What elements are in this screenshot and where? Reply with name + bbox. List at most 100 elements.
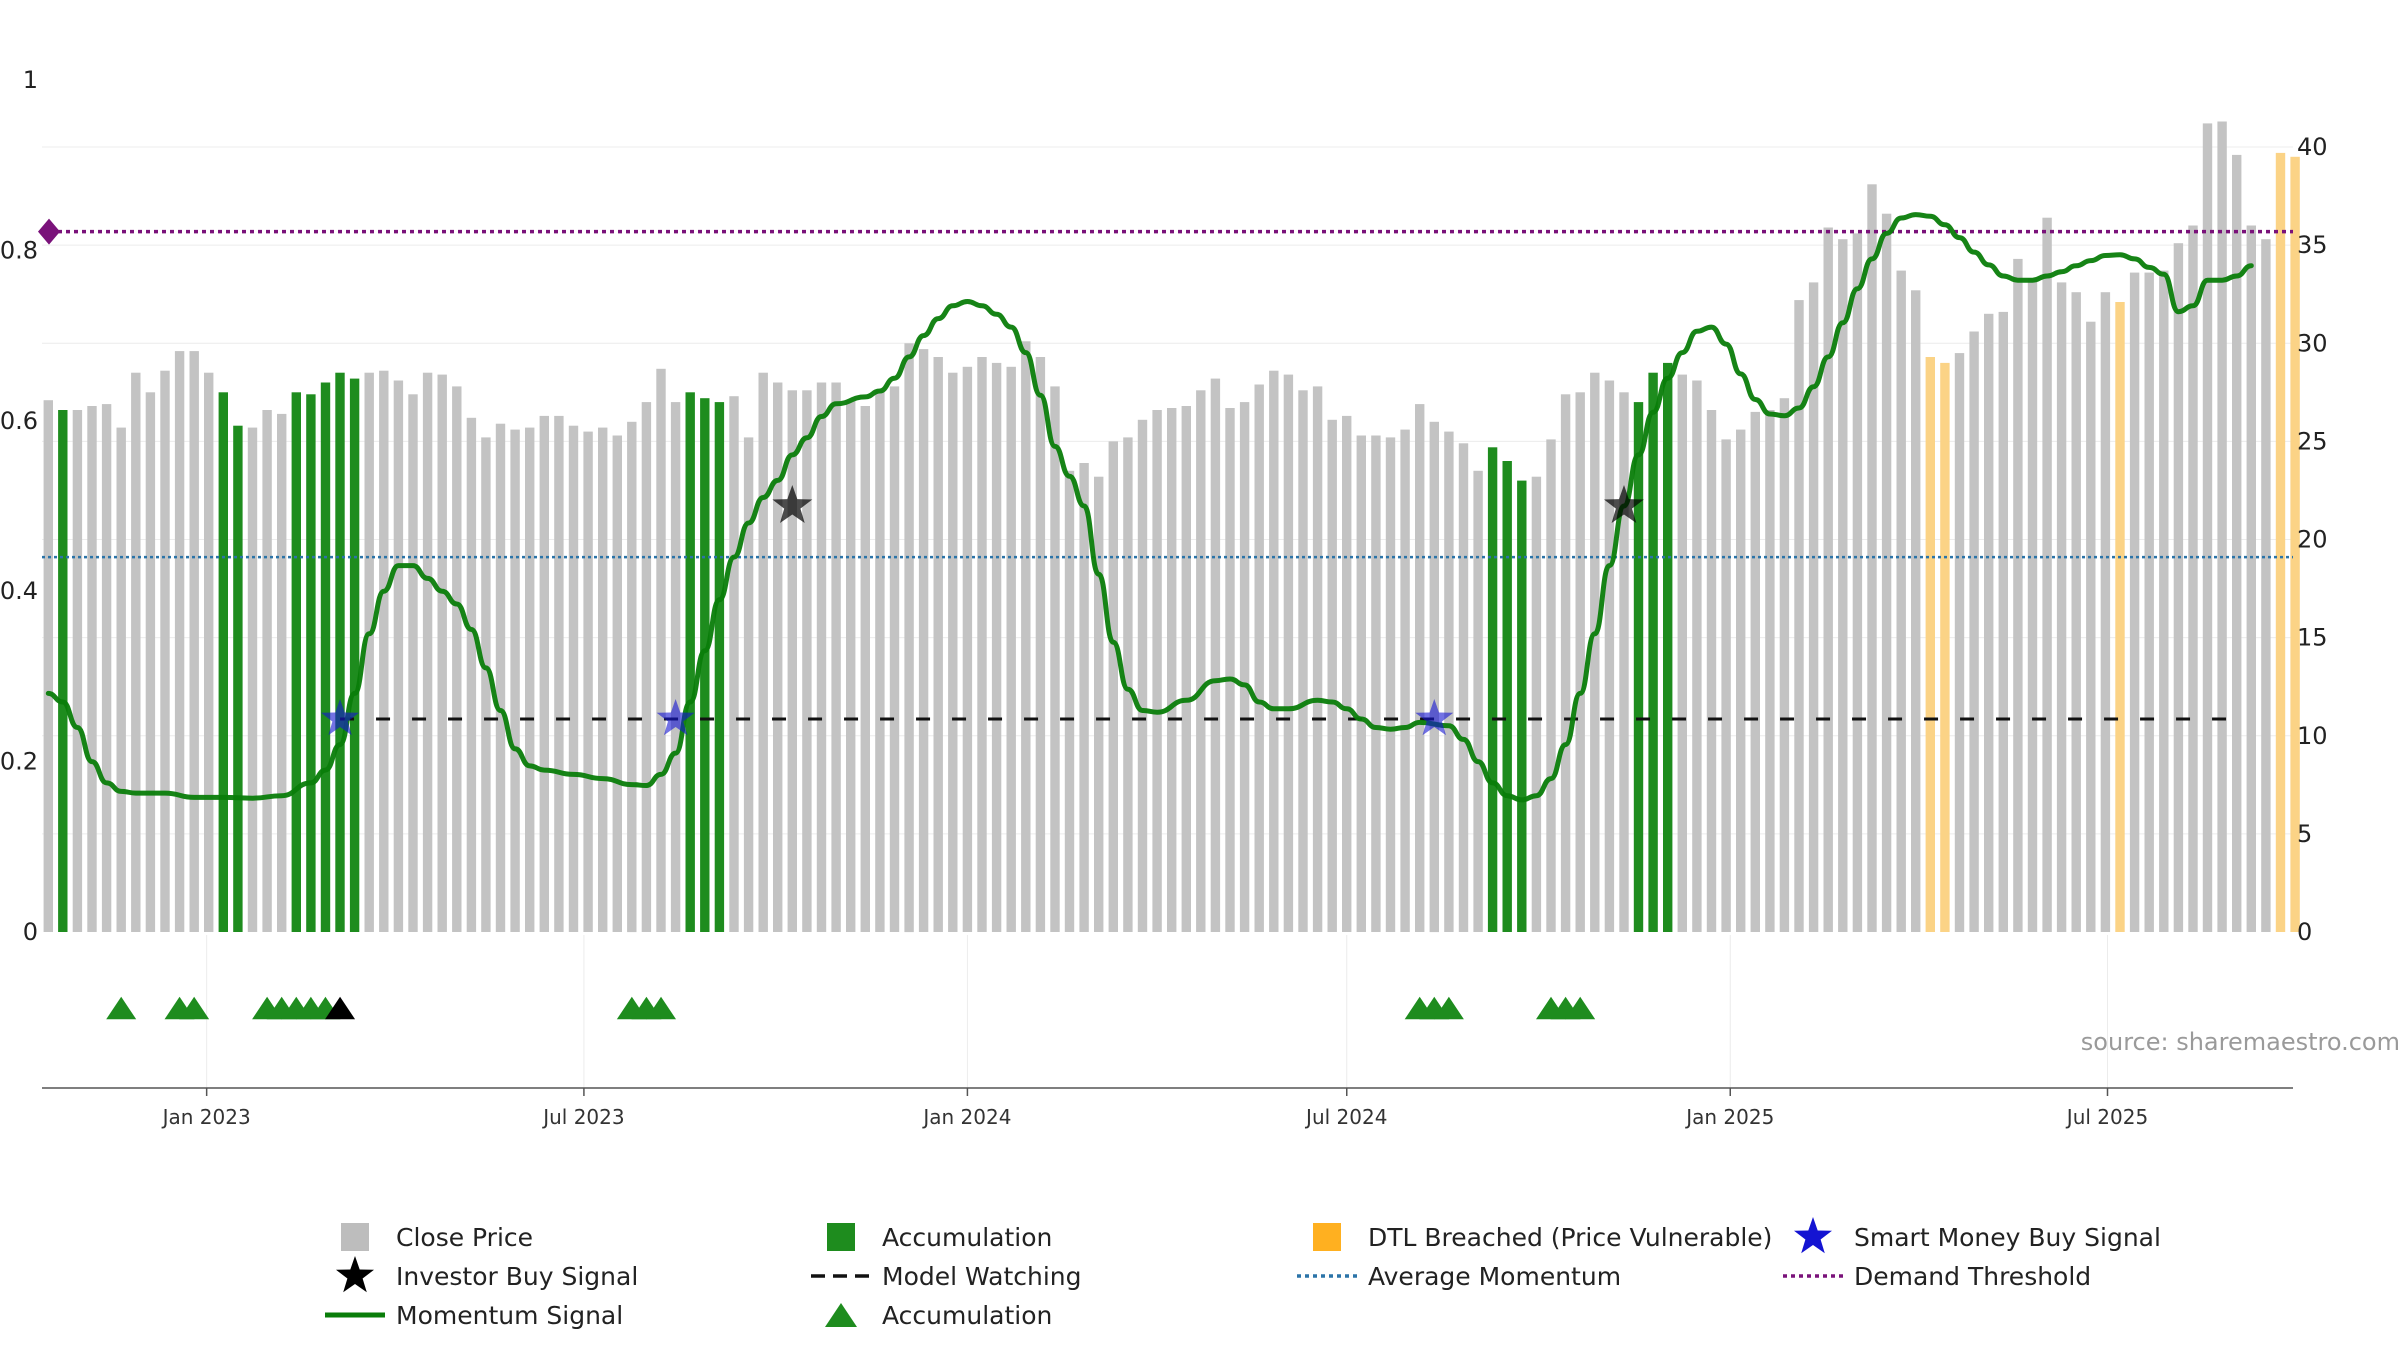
price-bar <box>218 392 228 932</box>
price-bar <box>1838 239 1848 932</box>
price-bar <box>1546 439 1556 932</box>
price-bar <box>481 437 491 932</box>
left-tick-label: 0.2 <box>0 748 38 776</box>
price-bar <box>43 400 53 932</box>
price-bar <box>233 425 243 932</box>
price-bar <box>2013 258 2023 932</box>
price-bar <box>1896 270 1906 933</box>
price-bar <box>2246 225 2256 932</box>
left-tick-label: 0 <box>23 918 38 946</box>
legend-label: Accumulation <box>882 1301 1052 1330</box>
price-bar <box>1283 374 1294 933</box>
legend: Close Price Accumulation DTL Breached (Pri… <box>325 1217 2161 1330</box>
price-bar <box>1108 441 1118 932</box>
price-bar <box>860 406 870 932</box>
right-tick-label: 5 <box>2297 820 2312 848</box>
right-tick-label: 10 <box>2297 722 2328 750</box>
price-bar <box>656 368 666 932</box>
price-bar <box>714 402 725 933</box>
price-bar <box>1269 370 1279 932</box>
price-bar <box>2056 282 2067 932</box>
price-bar <box>2115 302 2125 932</box>
price-bar <box>846 400 856 932</box>
price-bar <box>1823 227 1833 932</box>
price-bar <box>2144 272 2154 933</box>
price-bar <box>787 390 797 932</box>
x-tick-label: Jan 2025 <box>1684 1105 1774 1129</box>
price-bar <box>335 372 345 932</box>
price-bar <box>131 372 141 932</box>
price-bar <box>1604 380 1615 932</box>
x-tick-label: Jul 2024 <box>1304 1105 1387 1129</box>
price-bar <box>1954 353 1965 933</box>
x-tick-label: Jul 2023 <box>541 1105 624 1129</box>
price-bar <box>729 396 739 932</box>
momentum-signal <box>45 212 2254 803</box>
price-bar <box>1342 415 1352 932</box>
price-bar <box>1035 357 1046 932</box>
price-bar <box>262 410 272 932</box>
price-bar <box>831 382 841 932</box>
price-bar <box>452 386 462 932</box>
price-bar <box>1706 410 1717 932</box>
price-bar <box>393 380 404 932</box>
price-bar <box>889 386 900 932</box>
price-bar <box>743 437 754 932</box>
price-bar <box>2261 239 2271 932</box>
price-bar <box>1590 372 1600 932</box>
price-bar <box>1458 443 1469 932</box>
price-bar <box>948 372 958 932</box>
price-bar <box>1094 476 1104 932</box>
price-bar <box>2129 272 2140 933</box>
price-bar <box>349 378 360 933</box>
price-bar <box>1487 447 1498 932</box>
price-bar <box>1079 463 1089 932</box>
price-bar <box>583 431 593 932</box>
price-bar <box>101 404 112 933</box>
price-bar <box>1619 392 1629 932</box>
source-note: source: sharemaestro.com <box>2081 1028 2400 1056</box>
price-bar <box>1356 435 1366 932</box>
price-bar <box>627 421 637 933</box>
price-bar <box>758 372 768 932</box>
price-bar <box>1969 331 1979 932</box>
price-bar <box>1254 384 1264 932</box>
price-bar <box>1210 378 1221 933</box>
price-bar <box>1911 290 1921 932</box>
legend-label: Momentum Signal <box>396 1301 623 1330</box>
price-bar <box>1721 439 1731 932</box>
price-bar <box>1750 411 1760 932</box>
price-bar <box>685 392 695 932</box>
legend-star-icon <box>1794 1217 1832 1254</box>
price-bar <box>174 351 185 933</box>
price-bar <box>1765 410 1775 932</box>
price-bar <box>1502 461 1512 932</box>
price-bar <box>612 435 622 932</box>
price-bar <box>145 392 156 932</box>
right-tick-label: 30 <box>2297 329 2328 357</box>
smart-money-buy-star <box>321 699 360 736</box>
price-bar <box>2042 217 2052 932</box>
price-bar <box>1663 362 1673 932</box>
price-bar <box>773 382 783 932</box>
x-tick-label: Jan 2024 <box>921 1105 1011 1129</box>
price-bar <box>1196 390 1206 932</box>
price-bar <box>816 382 827 932</box>
left-tick-label: 0.8 <box>0 236 38 264</box>
price-bar <box>1531 476 1542 932</box>
price-bar <box>364 372 374 932</box>
legend-swatch <box>1313 1223 1341 1251</box>
accumulation-markers <box>106 996 1596 1020</box>
price-bar <box>1327 419 1337 932</box>
price-bar <box>320 382 331 932</box>
price-bar <box>2275 152 2286 932</box>
price-bar <box>510 429 520 932</box>
price-bar <box>72 410 83 932</box>
price-bar <box>1925 357 1935 932</box>
legend-label: Model Watching <box>882 1262 1082 1291</box>
price-bar <box>962 366 973 932</box>
price-bar <box>875 390 885 932</box>
momentum-line <box>45 212 2254 803</box>
x-tick-label: Jan 2023 <box>161 1105 251 1129</box>
price-bar <box>1021 341 1031 932</box>
